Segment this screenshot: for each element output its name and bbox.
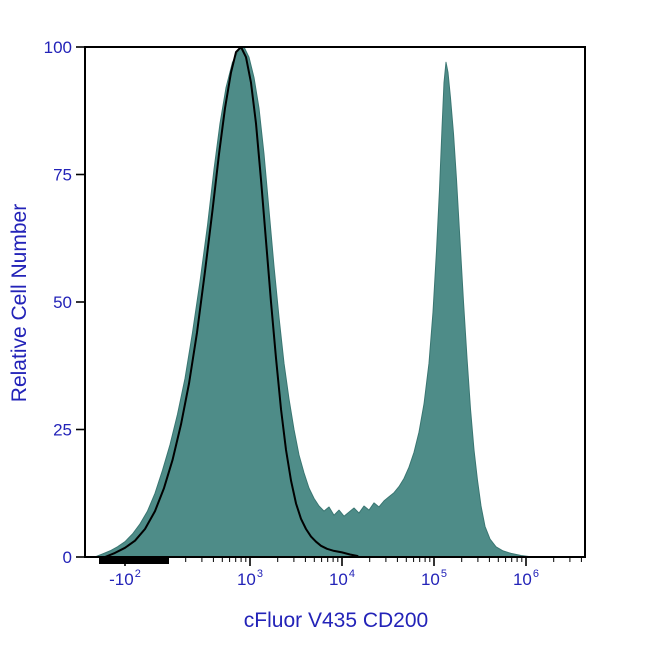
filled-histogram bbox=[94, 46, 533, 557]
x-tick-label: -102 bbox=[109, 568, 141, 589]
x-tick-label: 105 bbox=[421, 568, 447, 589]
y-tick-label: 50 bbox=[53, 293, 72, 312]
y-axis-title: Relative Cell Number bbox=[8, 203, 31, 403]
y-tick-label: 75 bbox=[53, 166, 72, 185]
x-tick-label: 106 bbox=[513, 568, 539, 589]
x-tick-label: 103 bbox=[237, 568, 263, 589]
y-tick-label: 25 bbox=[53, 421, 72, 440]
x-axis-title: cFluor V435 CD200 bbox=[243, 609, 429, 632]
y-tick-label: 100 bbox=[44, 38, 72, 57]
plot-frame bbox=[84, 46, 586, 558]
axis-compressed-region-bar bbox=[99, 558, 169, 564]
y-tick-label: 0 bbox=[63, 548, 72, 567]
open-histogram-outline bbox=[104, 46, 359, 557]
x-tick-label: 104 bbox=[329, 568, 355, 589]
